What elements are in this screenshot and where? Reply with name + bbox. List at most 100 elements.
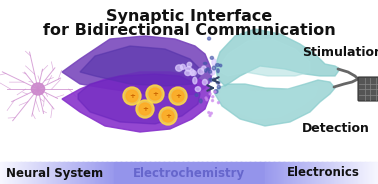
- Bar: [306, 162, 308, 184]
- Ellipse shape: [206, 99, 208, 101]
- Bar: [90, 162, 91, 184]
- Bar: [118, 162, 119, 184]
- Bar: [236, 162, 238, 184]
- Bar: [254, 162, 256, 184]
- Text: for Bidirectional Communication: for Bidirectional Communication: [43, 23, 335, 38]
- Bar: [120, 162, 122, 184]
- Bar: [70, 162, 71, 184]
- Bar: [229, 162, 231, 184]
- Bar: [319, 162, 320, 184]
- Bar: [167, 162, 169, 184]
- Ellipse shape: [212, 96, 214, 98]
- Bar: [267, 162, 268, 184]
- Ellipse shape: [185, 70, 191, 76]
- Ellipse shape: [209, 93, 211, 95]
- Ellipse shape: [202, 66, 206, 71]
- Bar: [124, 162, 125, 184]
- Bar: [243, 162, 245, 184]
- Bar: [363, 162, 365, 184]
- Bar: [25, 162, 27, 184]
- Text: Synaptic Interface: Synaptic Interface: [106, 9, 272, 24]
- Bar: [268, 162, 270, 184]
- Bar: [258, 162, 260, 184]
- Bar: [305, 162, 307, 184]
- Bar: [358, 162, 359, 184]
- Bar: [34, 162, 36, 184]
- Bar: [249, 162, 251, 184]
- Bar: [15, 162, 17, 184]
- Bar: [142, 162, 143, 184]
- Bar: [277, 162, 279, 184]
- Ellipse shape: [203, 62, 207, 64]
- Bar: [248, 162, 249, 184]
- Bar: [33, 162, 35, 184]
- Bar: [144, 162, 146, 184]
- Ellipse shape: [212, 78, 215, 81]
- Ellipse shape: [190, 69, 194, 76]
- Bar: [129, 162, 131, 184]
- Bar: [272, 162, 274, 184]
- Bar: [16, 162, 18, 184]
- Bar: [335, 162, 337, 184]
- Ellipse shape: [208, 112, 210, 114]
- Bar: [18, 162, 19, 184]
- Bar: [43, 162, 45, 184]
- Bar: [210, 162, 212, 184]
- Ellipse shape: [195, 87, 201, 92]
- Bar: [110, 162, 112, 184]
- Bar: [132, 162, 133, 184]
- Bar: [221, 162, 223, 184]
- Bar: [316, 162, 318, 184]
- Bar: [66, 162, 68, 184]
- Bar: [279, 162, 281, 184]
- Bar: [1, 162, 3, 184]
- Bar: [177, 162, 179, 184]
- Bar: [115, 162, 117, 184]
- Bar: [109, 162, 110, 184]
- Bar: [136, 162, 138, 184]
- Ellipse shape: [202, 79, 208, 85]
- Bar: [297, 162, 299, 184]
- Bar: [130, 162, 132, 184]
- Bar: [140, 162, 142, 184]
- FancyBboxPatch shape: [358, 77, 378, 101]
- Bar: [324, 162, 325, 184]
- Bar: [285, 162, 286, 184]
- Bar: [290, 162, 291, 184]
- Text: +: +: [175, 93, 181, 99]
- Bar: [238, 162, 239, 184]
- Bar: [82, 162, 84, 184]
- Bar: [92, 162, 94, 184]
- Bar: [63, 162, 65, 184]
- Bar: [155, 162, 157, 184]
- Ellipse shape: [212, 66, 216, 70]
- Bar: [240, 162, 242, 184]
- Bar: [362, 162, 363, 184]
- Bar: [158, 162, 160, 184]
- Text: Detection: Detection: [302, 123, 370, 135]
- Bar: [215, 162, 217, 184]
- Bar: [262, 162, 263, 184]
- Bar: [134, 162, 136, 184]
- Bar: [350, 162, 352, 184]
- Bar: [276, 162, 277, 184]
- Bar: [125, 162, 127, 184]
- Bar: [98, 162, 99, 184]
- Bar: [126, 162, 128, 184]
- Bar: [374, 162, 376, 184]
- Bar: [5, 162, 7, 184]
- Polygon shape: [215, 80, 335, 126]
- Text: Neural System: Neural System: [6, 167, 104, 180]
- Text: Electrochemistry: Electrochemistry: [133, 167, 245, 180]
- Bar: [4, 162, 6, 184]
- Bar: [296, 162, 297, 184]
- Bar: [146, 162, 147, 184]
- Bar: [182, 162, 184, 184]
- Bar: [153, 162, 155, 184]
- Bar: [253, 162, 255, 184]
- Ellipse shape: [193, 77, 197, 84]
- Bar: [100, 162, 102, 184]
- Text: Electronics: Electronics: [287, 167, 359, 180]
- Bar: [74, 162, 76, 184]
- Bar: [173, 162, 175, 184]
